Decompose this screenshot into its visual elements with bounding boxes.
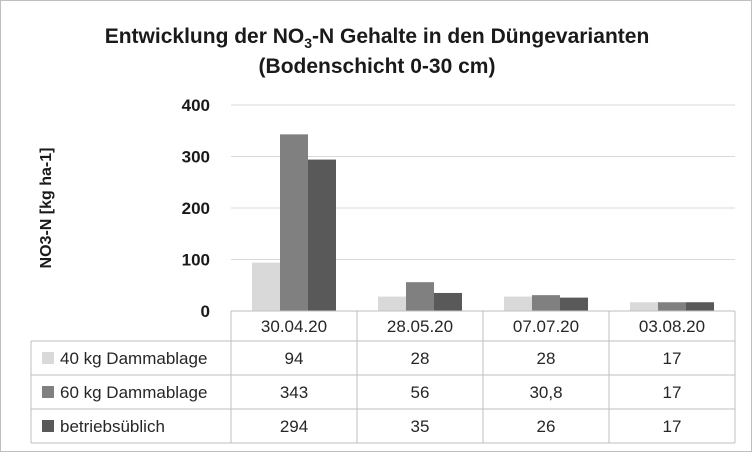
bars (252, 134, 714, 311)
chart-title-line2: (Bodenschicht 0-30 cm) (259, 55, 496, 78)
bar (378, 296, 406, 311)
data-label: 28 (411, 349, 430, 368)
legend-swatch (42, 352, 54, 364)
bar (308, 159, 336, 311)
legend-entry: betriebsüblich (60, 417, 165, 436)
bar (434, 292, 462, 311)
bar (280, 134, 308, 311)
y-tick-label: 400 (182, 96, 210, 115)
bar (658, 302, 686, 311)
y-tick-label: 300 (182, 148, 210, 167)
legend-swatch (42, 420, 54, 432)
x-tick-label: 03.08.20 (639, 317, 705, 336)
bar (630, 302, 658, 311)
bar (252, 262, 280, 311)
data-label: 17 (663, 417, 682, 436)
y-axis-label: NO3-N [kg ha-1] (38, 148, 55, 269)
x-tick-label: 28.05.20 (387, 317, 453, 336)
x-tick-label: 07.07.20 (513, 317, 579, 336)
data-label: 56 (411, 383, 430, 402)
data-label: 17 (663, 383, 682, 402)
data-label: 294 (280, 417, 308, 436)
y-tick-label: 200 (182, 199, 210, 218)
data-label: 30,8 (529, 383, 562, 402)
data-table: 30.04.20 28.05.20 07.07.20 03.08.20 40 kg Da… (30, 310, 736, 444)
bar (532, 295, 560, 311)
data-label: 17 (663, 349, 682, 368)
legend-entry: 60 kg Dammablage (60, 383, 207, 402)
legend-entry: 40 kg Dammablage (60, 349, 207, 368)
y-tick-label: 100 (182, 251, 210, 270)
data-label: 28 (537, 349, 556, 368)
data-label: 94 (285, 349, 304, 368)
bar (686, 302, 714, 311)
bar (406, 282, 434, 311)
x-tick-label: 30.04.20 (261, 317, 327, 336)
legend-swatch (42, 386, 54, 398)
y-axis-ticks: 0 100 200 300 400 (182, 96, 210, 321)
bar (560, 297, 588, 311)
y-tick-label: 0 (201, 302, 210, 321)
bar (504, 296, 532, 311)
data-label: 26 (537, 417, 556, 436)
data-label: 35 (411, 417, 430, 436)
data-label: 343 (280, 383, 308, 402)
chart-title-line1: Entwicklung der NO3-N Gehalte in den Dün… (105, 25, 650, 51)
